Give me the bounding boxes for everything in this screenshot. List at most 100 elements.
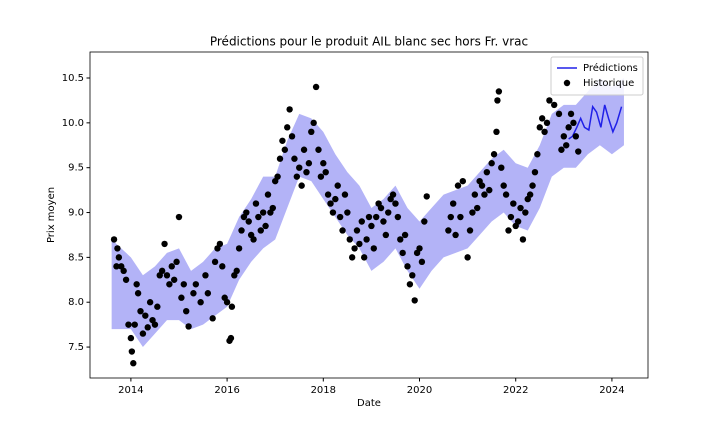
data-point <box>286 106 293 113</box>
y-tick-label: 7.5 <box>68 342 84 353</box>
data-point <box>401 231 409 239</box>
data-point <box>514 218 522 225</box>
x-tick-label: 2018 <box>311 385 336 396</box>
data-point <box>567 110 575 118</box>
data-point <box>276 155 284 162</box>
data-point <box>305 160 313 167</box>
data-point <box>392 200 399 207</box>
data-point <box>161 240 168 248</box>
data-point <box>421 218 428 225</box>
data-point <box>327 200 334 207</box>
data-point <box>128 348 136 355</box>
data-point <box>293 173 301 180</box>
data-point <box>202 272 209 279</box>
data-point <box>144 324 151 331</box>
data-point <box>531 168 539 176</box>
data-point <box>373 213 380 221</box>
y-tick-label: 9.5 <box>68 163 84 174</box>
data-point <box>255 213 262 221</box>
data-point <box>481 191 488 198</box>
data-point <box>459 177 467 185</box>
data-point <box>344 209 351 216</box>
data-point <box>235 245 243 252</box>
data-point <box>175 213 183 221</box>
data-point <box>329 209 337 216</box>
data-point <box>370 245 378 252</box>
data-point <box>137 307 144 315</box>
data-point <box>245 218 252 225</box>
data-point <box>493 128 500 136</box>
data-point <box>211 258 219 266</box>
data-point <box>322 168 329 176</box>
data-point <box>312 83 320 91</box>
data-point <box>416 245 423 252</box>
data-point <box>190 290 197 297</box>
data-point <box>166 281 173 288</box>
data-point <box>478 182 486 189</box>
data-point <box>228 303 236 310</box>
data-point <box>546 97 553 104</box>
legend-marker <box>563 79 571 87</box>
data-point <box>517 204 524 212</box>
data-point <box>505 227 512 234</box>
data-point <box>298 182 305 189</box>
data-point <box>457 213 464 221</box>
data-point <box>555 110 563 118</box>
data-point <box>502 191 510 198</box>
x-tick-label: 2020 <box>407 385 432 396</box>
data-point <box>572 133 580 140</box>
data-point <box>114 245 121 252</box>
data-point <box>529 182 536 189</box>
data-point <box>423 193 430 200</box>
data-point <box>336 213 344 221</box>
data-point <box>320 160 327 167</box>
data-point <box>560 133 568 140</box>
chart-title: Prédictions pour le produit AIL blanc se… <box>210 35 528 49</box>
data-point <box>303 168 310 176</box>
data-point <box>300 146 308 153</box>
data-point <box>543 119 551 127</box>
data-point <box>526 191 534 198</box>
data-point <box>120 267 127 275</box>
data-point <box>356 240 363 248</box>
data-point <box>498 164 505 171</box>
data-point <box>522 209 529 216</box>
data-point <box>406 281 414 288</box>
data-point <box>449 200 457 207</box>
data-point <box>382 231 390 239</box>
data-point <box>368 222 375 230</box>
data-point <box>130 360 137 367</box>
data-point <box>122 276 130 283</box>
legend-label: Historique <box>583 78 634 89</box>
data-point <box>474 204 481 212</box>
data-point <box>288 133 296 140</box>
data-point <box>380 218 387 225</box>
data-point <box>411 297 418 304</box>
data-point <box>469 209 476 216</box>
data-point <box>570 119 577 127</box>
data-point <box>131 321 138 328</box>
data-point <box>233 267 240 275</box>
y-tick-label: 9.0 <box>68 208 84 219</box>
data-point <box>490 151 498 158</box>
data-point <box>223 299 231 306</box>
data-point <box>534 151 541 158</box>
data-point <box>243 209 250 216</box>
data-point <box>142 312 149 319</box>
data-point <box>507 213 515 221</box>
data-point <box>125 321 132 328</box>
data-point <box>565 124 572 131</box>
data-point <box>173 258 180 266</box>
x-tick-label: 2014 <box>118 385 143 396</box>
data-point <box>168 263 175 270</box>
data-point <box>310 119 317 127</box>
data-point <box>385 209 392 216</box>
legend-box <box>550 56 644 96</box>
data-point <box>399 249 406 257</box>
data-point <box>332 195 339 203</box>
y-axis-label: Prix moyen <box>46 187 57 243</box>
data-point <box>308 128 315 136</box>
data-point <box>227 334 235 342</box>
data-point <box>250 236 257 243</box>
data-point <box>519 236 527 243</box>
